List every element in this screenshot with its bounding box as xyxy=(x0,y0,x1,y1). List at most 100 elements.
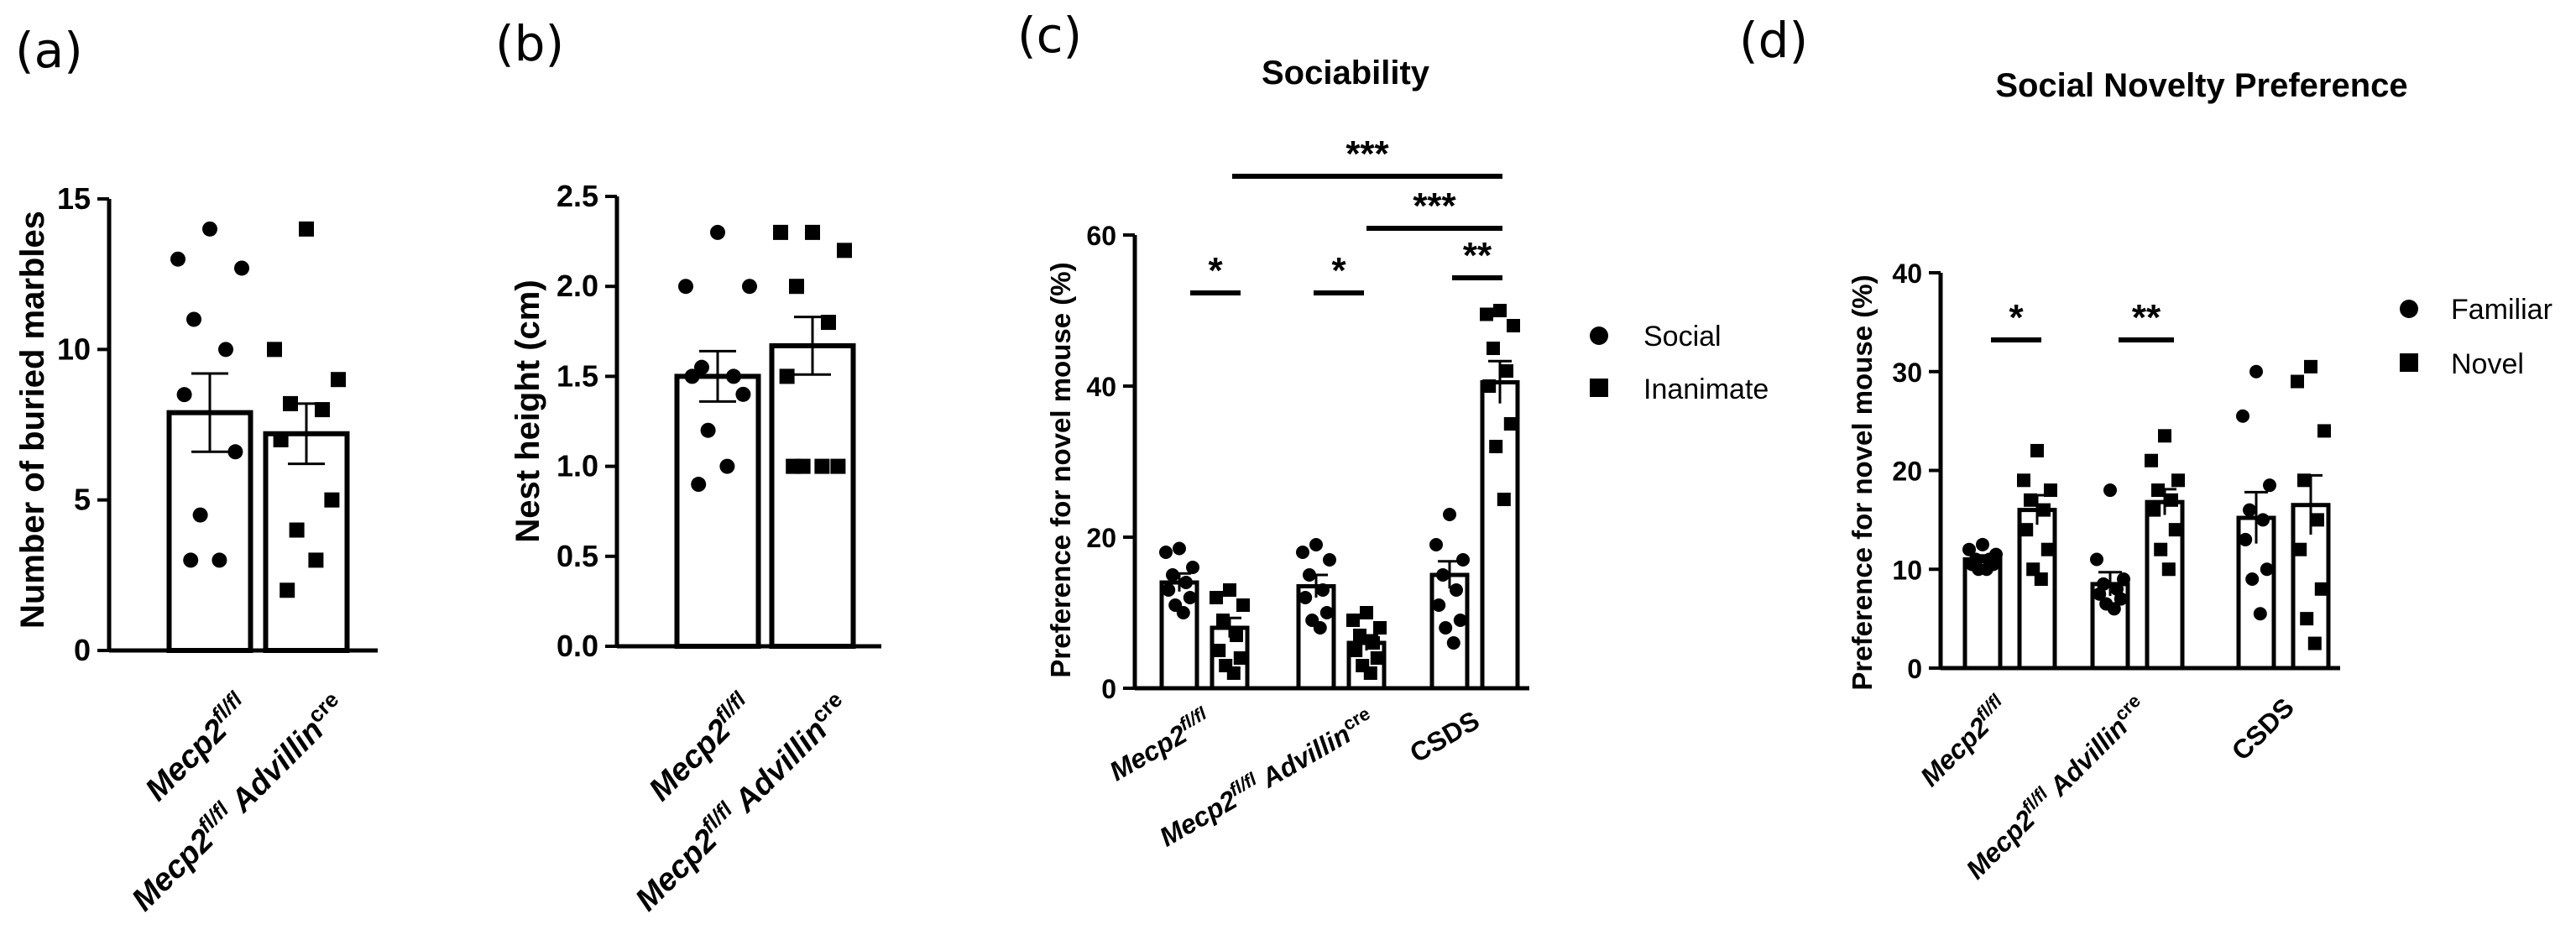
data-point-b xyxy=(691,477,707,493)
data-point-a xyxy=(308,552,324,568)
data-point-d xyxy=(2117,572,2130,587)
data-point-b xyxy=(700,422,716,438)
significance-label-c: *** xyxy=(1413,185,1456,227)
data-point-d xyxy=(2093,587,2107,601)
data-point-c xyxy=(1173,541,1186,556)
data-point-c xyxy=(1236,598,1250,612)
data-point-d xyxy=(1962,542,1976,556)
data-point-d xyxy=(2037,503,2051,517)
data-point-c xyxy=(1309,538,1323,551)
data-point-d xyxy=(1976,537,1989,551)
data-point-d xyxy=(2158,429,2171,443)
y-tick-label-c: 60 xyxy=(1086,221,1116,251)
data-point-d xyxy=(2151,483,2165,498)
data-point-b xyxy=(805,224,820,240)
data-point-a xyxy=(273,431,289,447)
data-point-b xyxy=(726,368,741,384)
data-point-b xyxy=(773,224,788,240)
data-point-d xyxy=(2034,572,2048,587)
data-point-a xyxy=(315,402,330,418)
data-point-c xyxy=(1210,591,1223,604)
data-point-c xyxy=(1507,319,1520,332)
legend-marker-novel xyxy=(2400,353,2418,372)
y-tick-label-a: 0 xyxy=(74,633,91,667)
data-point-c xyxy=(1223,583,1236,597)
significance-label-c: *** xyxy=(1345,133,1389,175)
data-point-c xyxy=(1313,621,1327,635)
data-point-c xyxy=(1456,553,1470,567)
data-point-c xyxy=(1186,561,1199,574)
data-point-c xyxy=(1443,508,1456,521)
y-tick-label-d: 0 xyxy=(1907,654,1922,684)
panel-letter-a: (a) xyxy=(15,22,83,79)
legend-marker-inanimate xyxy=(1590,379,1608,397)
bar-d-familiar xyxy=(1962,556,2003,671)
y-tick-label-b: 1.0 xyxy=(556,449,598,483)
panel-letter-c: (c) xyxy=(1017,7,1082,64)
data-point-b xyxy=(821,315,836,331)
data-point-c xyxy=(1230,629,1243,642)
data-point-c xyxy=(1487,342,1500,355)
data-point-d xyxy=(2154,542,2168,556)
data-point-d xyxy=(2024,493,2037,507)
bar-c-social xyxy=(1296,584,1336,691)
chart-a: 0 5 10 15 xyxy=(57,181,378,667)
data-point-c xyxy=(1436,568,1450,582)
significance-label-c: ** xyxy=(1463,235,1492,276)
data-point-d xyxy=(2017,473,2030,488)
chart-b: 0.0 0.5 1.0 1.5 2.0 2.5 xyxy=(556,179,881,663)
data-point-d xyxy=(2044,483,2057,498)
chart-title-d: Social Novelty Preference xyxy=(1995,67,2407,104)
y-tick-label-b: 2.5 xyxy=(556,179,598,213)
data-point-a xyxy=(280,582,295,598)
significance-label-d: * xyxy=(2009,297,2024,338)
significance-label-d: ** xyxy=(2132,297,2161,338)
data-point-c xyxy=(1489,440,1503,453)
data-point-d xyxy=(2243,503,2256,517)
data-point-d xyxy=(2165,493,2178,507)
data-point-d xyxy=(2317,424,2331,438)
bar-a-1 xyxy=(263,431,350,653)
y-tick-label-c: 20 xyxy=(1086,523,1116,553)
svg-text:Mecp2fl/fl: Mecp2fl/fl xyxy=(1913,690,2015,792)
y-tick-label-a: 5 xyxy=(74,483,91,517)
data-point-a xyxy=(202,221,217,237)
data-point-d xyxy=(2245,572,2260,587)
data-point-a xyxy=(324,492,340,508)
data-point-d xyxy=(2314,582,2328,596)
data-point-a xyxy=(283,395,298,411)
data-point-d xyxy=(2311,513,2324,527)
data-point-c xyxy=(1432,598,1446,612)
data-point-b xyxy=(678,279,693,295)
data-point-c xyxy=(1226,666,1241,680)
data-point-d xyxy=(2253,607,2267,621)
bar-b-0 xyxy=(674,373,761,649)
data-point-d xyxy=(2260,562,2274,577)
data-point-c xyxy=(1370,651,1384,665)
data-point-d xyxy=(2291,374,2304,389)
data-point-c xyxy=(1439,621,1453,635)
data-point-c xyxy=(1319,606,1334,619)
data-point-d xyxy=(2307,636,2322,650)
x-tick-label-d-0: Mecp2fl/fl xyxy=(1913,690,2015,792)
data-point-b xyxy=(830,458,846,474)
svg-text:Mecp2fl/fl: Mecp2fl/fl xyxy=(1103,703,1216,787)
data-point-c xyxy=(1216,614,1230,627)
data-point-a xyxy=(218,342,233,358)
data-point-b xyxy=(837,243,852,259)
y-tick-label-b: 0.5 xyxy=(556,539,598,573)
data-point-d xyxy=(2263,478,2276,493)
bar-b-1 xyxy=(769,342,856,649)
data-point-d xyxy=(2239,532,2253,546)
y-axis-label-a: Number of buried marbles xyxy=(14,211,51,629)
data-point-b xyxy=(684,368,700,384)
y-tick-label-d: 40 xyxy=(1892,259,1922,289)
data-point-b xyxy=(779,368,795,384)
legend-label-novel: Novel xyxy=(2451,348,2524,380)
data-point-c xyxy=(1316,583,1330,597)
y-axis-label-c: Preference for novel mouse (%) xyxy=(1045,262,1076,677)
data-point-c xyxy=(1296,546,1309,559)
data-point-c xyxy=(1179,576,1193,589)
data-point-c xyxy=(1176,606,1190,619)
y-tick-label-b: 0.0 xyxy=(556,629,598,663)
